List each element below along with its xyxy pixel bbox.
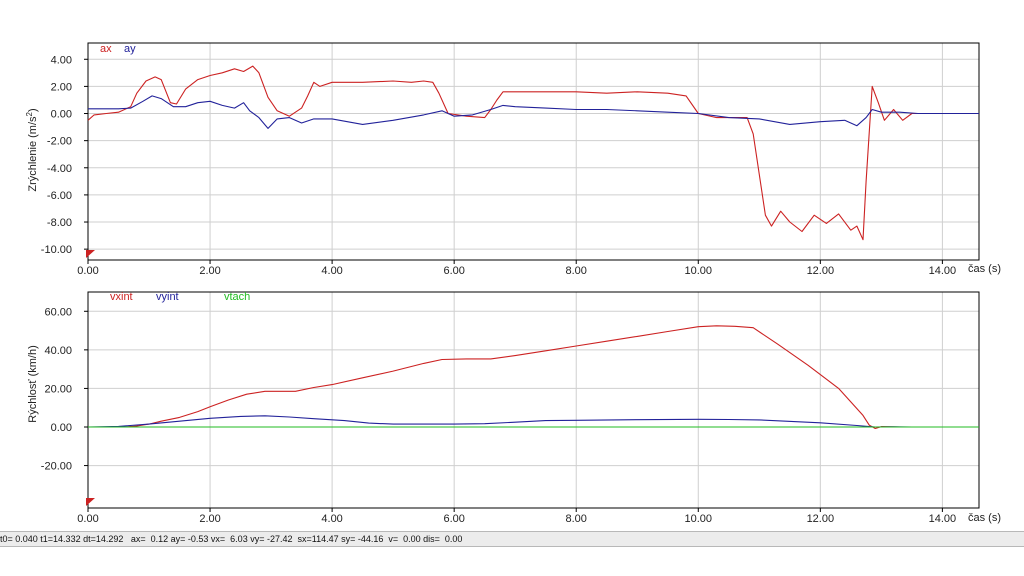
legend-entry-vyint: vyint (156, 291, 179, 303)
y-tick-label: -4.00 (47, 163, 72, 175)
cursor-marker-icon (86, 498, 95, 506)
x-tick-label: 4.00 (321, 265, 342, 277)
x-tick-label: 4.00 (321, 513, 342, 525)
y-axis-label-sup: 2 (25, 111, 34, 116)
y-tick-label: -20.00 (41, 461, 72, 473)
x-tick-label: 0.00 (77, 513, 98, 525)
x-tick-label: 8.00 (566, 265, 587, 277)
series-line-ax (87, 65, 979, 241)
legend-entry-ay: ay (124, 43, 136, 55)
chart-panel-2: 0.00 2.00 4.00 6.00 8.00 10.00 12.00 14.00 60.00… (27, 291, 1001, 525)
x-tick-label: 12.00 (807, 513, 835, 525)
y-tick-label: 4.00 (51, 54, 72, 66)
x-tick-label: 12.00 (807, 265, 835, 277)
status-bar: t0= 0.040 t1=14.332 dt=14.292 ax= 0.12 a… (0, 531, 1024, 547)
x-tick-label: 10.00 (685, 513, 713, 525)
x-tick-label: 14.00 (929, 513, 957, 525)
plot-frame (87, 42, 980, 261)
cursor-marker-icon (86, 250, 95, 258)
y-tick-label: 40.00 (44, 345, 72, 357)
legend-entry-vtach: vtach (224, 291, 250, 303)
series-line-ay (88, 95, 979, 129)
y-axis-label-text: Zrýchlenie (m/s (27, 116, 39, 192)
y-tick-label: 2.00 (51, 81, 72, 93)
x-axis-label: čas (s) (968, 263, 1001, 275)
y-axis-label-close: ) (27, 108, 39, 112)
x-tick-label: 2.00 (199, 265, 220, 277)
plot-frame (87, 291, 980, 509)
y-axis-label: Rýchlosť (km/h) (27, 345, 39, 422)
y-tick-label: -10.00 (41, 244, 72, 256)
y-tick-label: 60.00 (44, 306, 72, 318)
x-axis-label: čas (s) (968, 512, 1001, 524)
y-tick-label: -8.00 (47, 217, 72, 229)
chart-panel-1: 0.00 2.00 4.00 6.00 8.00 10.00 12.00 14.00 4.00 2… (25, 42, 1001, 277)
x-tick-label: 14.00 (929, 265, 957, 277)
y-tick-label: -2.00 (47, 136, 72, 148)
y-axis-label: Zrýchlenie (m/s2) (25, 108, 40, 191)
legend-entry-ax: ax (100, 43, 112, 55)
y-tick-label: -6.00 (47, 190, 72, 202)
x-tick-label: 8.00 (566, 513, 587, 525)
y-tick-label: 0.00 (51, 109, 72, 121)
x-tick-label: 6.00 (443, 513, 464, 525)
y-axis-label-text: Rýchlosť (km/h) (27, 345, 39, 422)
y-tick-label: 0.00 (51, 422, 72, 434)
series-line-vyint (87, 415, 912, 428)
x-tick-label: 2.00 (199, 513, 220, 525)
x-tick-label: 6.00 (443, 265, 464, 277)
legend-entry-vxint: vxint (110, 291, 133, 303)
y-tick-label: 20.00 (44, 383, 72, 395)
x-tick-label: 10.00 (685, 265, 713, 277)
x-tick-label: 0.00 (77, 265, 98, 277)
series-line-vxint (88, 325, 912, 430)
